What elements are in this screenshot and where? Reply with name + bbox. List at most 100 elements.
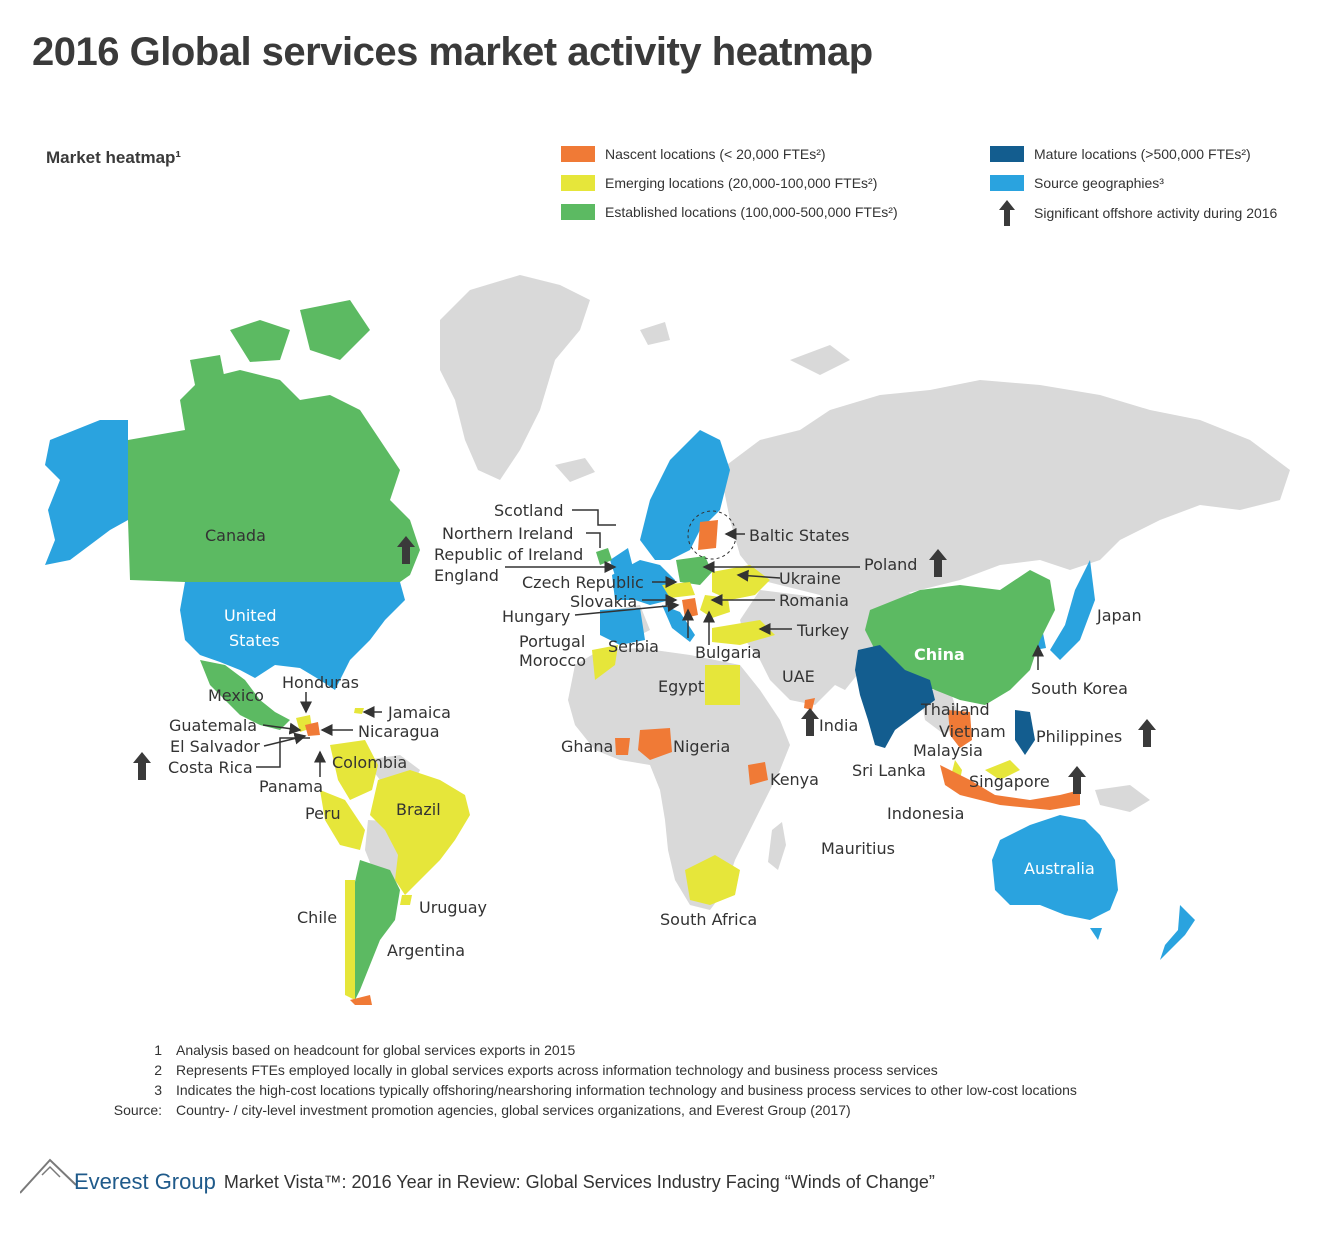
label-singapore: Singapore — [969, 772, 1050, 791]
label-south-korea: South Korea — [1031, 679, 1128, 698]
page-title: 2016 Global services market activity hea… — [32, 30, 873, 74]
label-hungary: Hungary — [502, 607, 570, 626]
footnote-1: 1 Analysis based on headcount for global… — [154, 1042, 576, 1058]
ukraine — [712, 565, 770, 600]
label-scotland: Scotland — [494, 501, 564, 520]
nascent-swatch — [561, 146, 595, 162]
legend-mature-label: Mature locations (>500,000 FTEs²) — [1034, 146, 1251, 162]
philippines — [1015, 710, 1035, 755]
svalbard — [640, 322, 670, 345]
footer: Everest Group Market Vista™: 2016 Year i… — [20, 1155, 935, 1195]
mature-locations — [855, 645, 1035, 755]
label-chile: Chile — [297, 908, 337, 927]
legend-source: Source geographies³ — [990, 175, 1164, 191]
emerging-swatch — [561, 175, 595, 191]
baltic-states — [698, 520, 718, 550]
label-ukraine: Ukraine — [779, 569, 841, 588]
argentina-south — [350, 995, 372, 1005]
mature-swatch — [990, 146, 1024, 162]
serbia — [682, 598, 698, 618]
label-australia: Australia — [1024, 859, 1095, 878]
legend-arrow-label: Significant offshore activity during 201… — [1034, 205, 1278, 221]
established-swatch — [561, 204, 595, 220]
label-colombia: Colombia — [332, 753, 407, 772]
scandinavia — [640, 430, 730, 560]
legend-nascent: Nascent locations (< 20,000 FTEs²) — [561, 146, 826, 162]
greenland — [440, 275, 590, 480]
report-title: Market Vista™: 2016 Year in Review: Glob… — [223, 1172, 935, 1192]
label-pointers — [256, 509, 1044, 777]
label-northern-ireland: Northern Ireland — [442, 524, 573, 543]
alaska — [45, 420, 128, 565]
iceland — [555, 458, 595, 482]
label-malaysia: Malaysia — [913, 741, 983, 760]
up-arrow-icon — [1138, 719, 1156, 747]
established-locations — [128, 300, 1055, 1000]
label-slovakia: Slovakia — [570, 592, 637, 611]
romania — [700, 595, 730, 618]
label-republic-of-ireland: Republic of Ireland — [434, 545, 583, 564]
india — [855, 645, 935, 748]
label-sri-lanka: Sri Lanka — [852, 761, 926, 780]
arctic-island-2 — [300, 300, 370, 360]
united-states — [180, 582, 405, 690]
label-costa-rica: Costa Rica — [168, 758, 253, 777]
up-arrow-icon — [990, 200, 1024, 226]
footnote-3: 3 Indicates the high-cost locations typi… — [154, 1082, 1077, 1098]
nigeria — [638, 728, 672, 760]
label-indonesia: Indonesia — [887, 804, 964, 823]
madagascar — [768, 822, 786, 870]
label-nigeria: Nigeria — [673, 737, 730, 756]
england — [610, 548, 635, 585]
footnotes: 1 Analysis based on headcount for global… — [100, 1040, 1077, 1120]
label-czech-republic: Czech Republic — [522, 573, 644, 592]
legend-established-label: Established locations (100,000-500,000 F… — [605, 204, 898, 220]
label-panama: Panama — [259, 777, 323, 796]
ghana — [615, 738, 630, 755]
canada — [128, 370, 420, 582]
label-japan: Japan — [1096, 606, 1142, 625]
label-mexico: Mexico — [208, 686, 264, 705]
map-subtitle: Market heatmap¹ — [46, 148, 182, 167]
africa — [568, 648, 790, 910]
label-el-salvador: El Salvador — [170, 737, 260, 756]
arctic-island-1 — [230, 320, 290, 362]
australia — [992, 815, 1118, 920]
label-england: England — [434, 566, 499, 585]
label-canada: Canada — [205, 526, 266, 545]
label-ghana: Ghana — [561, 737, 613, 756]
label-bulgaria: Bulgaria — [695, 643, 761, 662]
arctic-island-3 — [190, 355, 225, 385]
uruguay — [400, 895, 412, 905]
legend-emerging-label: Emerging locations (20,000-100,000 FTEs²… — [605, 175, 878, 191]
label-serbia: Serbia — [608, 637, 659, 656]
legend-nascent-label: Nascent locations (< 20,000 FTEs²) — [605, 146, 826, 162]
source-swatch — [990, 175, 1024, 191]
vietnam-thailand — [948, 710, 972, 748]
jamaica — [354, 708, 364, 714]
pointer-costa-rica — [256, 737, 310, 768]
up-arrow-icon — [1068, 766, 1086, 794]
peru — [320, 790, 365, 850]
borneo-malaysia — [985, 760, 1020, 780]
label-brazil: Brazil — [396, 800, 441, 819]
label-poland: Poland — [864, 555, 917, 574]
label-portugal: Portugal — [519, 632, 585, 651]
label-argentina: Argentina — [387, 941, 465, 960]
china — [865, 570, 1055, 705]
label-mauritius: Mauritius — [821, 839, 895, 858]
legend-arrow: Significant offshore activity during 201… — [990, 200, 1277, 226]
label-kenya: Kenya — [770, 770, 819, 789]
label-morocco: Morocco — [519, 651, 586, 670]
mexico — [200, 660, 290, 730]
label-thailand: Thailand — [920, 700, 990, 719]
label-philippines: Philippines — [1036, 727, 1122, 746]
label-south-africa: South Africa — [660, 910, 757, 929]
republic-of-ireland — [596, 548, 612, 565]
label-egypt: Egypt — [658, 677, 704, 696]
label-turkey: Turkey — [796, 621, 849, 640]
pointer-ukraine — [736, 569, 781, 582]
papua — [1095, 785, 1150, 812]
uae — [804, 698, 815, 710]
